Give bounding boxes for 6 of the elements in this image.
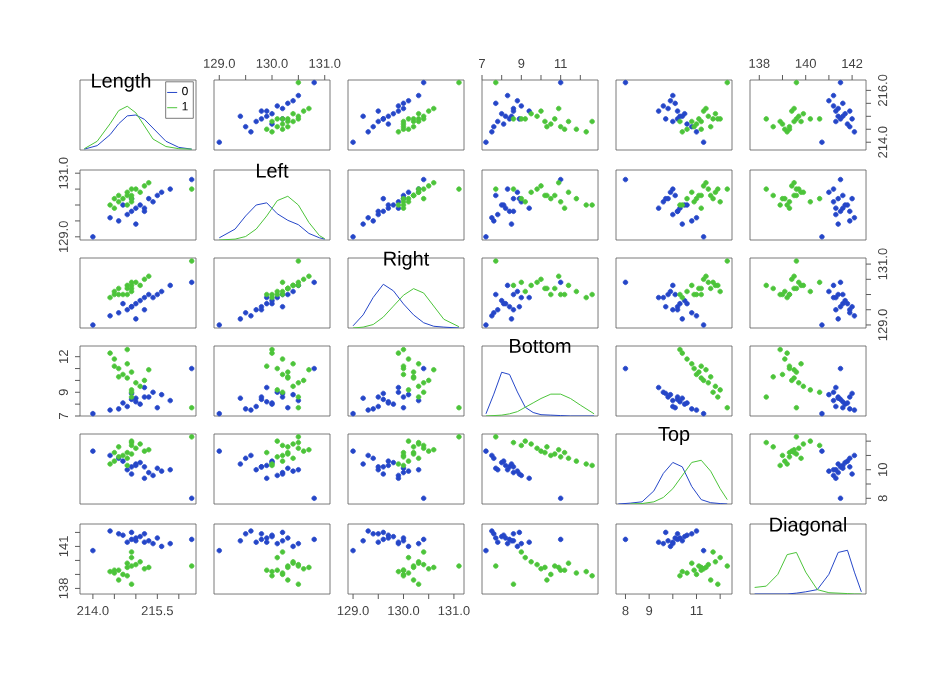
chart-title: Length: [92, 73, 151, 92]
chart-title: Diagonal: [770, 517, 846, 536]
chart-title: Left: [257, 163, 289, 178]
chart-title: Top: [658, 427, 690, 445]
chart-title: Right: [384, 251, 430, 270]
chart-title: Bottom: [510, 339, 571, 353]
